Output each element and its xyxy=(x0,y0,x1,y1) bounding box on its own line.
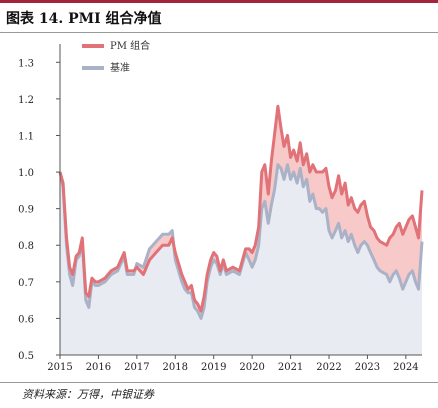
x-tick-label: 2022 xyxy=(316,362,341,373)
top-accent-rule xyxy=(0,0,438,3)
x-tick-label: 2019 xyxy=(201,362,226,373)
axes xyxy=(56,44,422,359)
tick-labels: 0.5 0.6 0.7 0.8 0.9 1.0 1.1 1.2 1.3 2015 2016 2017 2… xyxy=(18,58,418,373)
y-tick-label: 1.3 xyxy=(18,58,34,69)
y-tick-label: 1.2 xyxy=(18,95,34,106)
y-tick-label: 0.5 xyxy=(18,351,34,362)
x-tick-label: 2023 xyxy=(355,362,380,373)
chart-title: 图表 14. PMI 组合净值 xyxy=(6,11,162,27)
y-tick-label: 1.0 xyxy=(18,168,34,179)
legend: PM 组合 基准 xyxy=(82,39,150,74)
benchmark-area xyxy=(60,164,422,355)
fill-layer xyxy=(60,106,422,355)
y-tick-label: 1.1 xyxy=(18,131,34,142)
x-tick-label: 2021 xyxy=(278,362,303,373)
x-tick-label: 2024 xyxy=(393,362,418,373)
y-tick-label: 0.7 xyxy=(18,278,34,289)
x-tick-label: 2018 xyxy=(163,362,188,373)
pmi-portfolio-chart: 0.5 0.6 0.7 0.8 0.9 1.0 1.1 1.2 1.3 2015 2016 2017 2… xyxy=(18,39,424,373)
legend-label-benchmark: 基准 xyxy=(110,61,130,74)
x-tick-label: 2017 xyxy=(124,362,149,373)
x-tick-label: 2016 xyxy=(86,362,111,373)
legend-label-pm: PM 组合 xyxy=(110,39,150,52)
excess-return-band xyxy=(60,106,422,319)
x-tick-label: 2020 xyxy=(239,362,264,373)
series-line-pm xyxy=(58,104,424,313)
x-tick-label: 2015 xyxy=(47,362,72,373)
series-lines xyxy=(58,104,424,320)
title-divider xyxy=(0,32,438,33)
y-tick-label: 0.9 xyxy=(18,205,34,216)
source-note: 资料来源：万得，中银证券 xyxy=(22,388,154,401)
y-tick-label: 0.6 xyxy=(18,314,34,325)
footer-divider xyxy=(0,382,438,383)
y-tick-label: 0.8 xyxy=(18,241,34,252)
